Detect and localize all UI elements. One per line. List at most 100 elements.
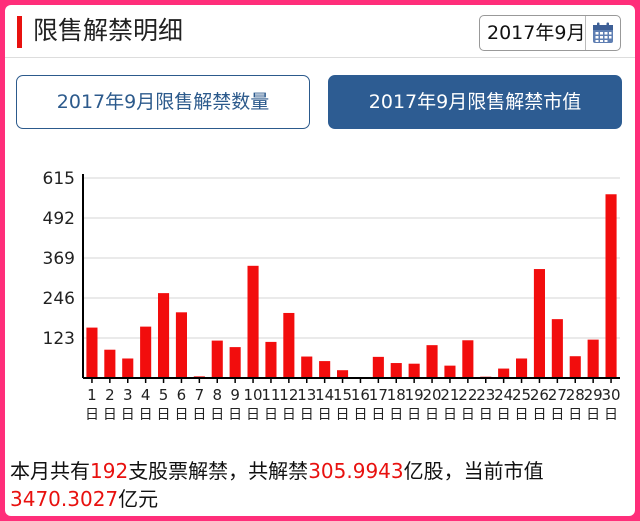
- x-tick-suffix: 日: [282, 407, 296, 423]
- x-tick-label: 23: [476, 386, 495, 404]
- bar: [551, 319, 563, 378]
- bar: [372, 356, 384, 378]
- x-tick-label: 30: [602, 386, 621, 404]
- title-accent-bar: [17, 16, 22, 48]
- x-tick-suffix: 日: [353, 407, 367, 423]
- x-tick-label: 15: [333, 386, 352, 404]
- summary-text-3: 亿股，当前市值: [403, 459, 544, 483]
- summary-text-4: 亿元: [118, 487, 159, 511]
- bar: [158, 293, 170, 378]
- bar: [211, 340, 223, 378]
- x-tick-label: 17: [369, 386, 388, 404]
- x-tick-label: 1: [87, 386, 97, 404]
- x-tick-suffix: 日: [139, 407, 153, 423]
- y-tick-label: 123: [43, 329, 75, 349]
- x-tick-suffix: 日: [604, 407, 618, 423]
- x-tick-label: 4: [141, 386, 151, 404]
- x-tick-label: 14: [315, 386, 334, 404]
- x-tick-label: 20: [423, 386, 442, 404]
- x-tick-suffix: 日: [121, 407, 135, 423]
- bar: [86, 327, 98, 378]
- bar: [426, 345, 438, 378]
- x-tick-suffix: 日: [479, 407, 493, 423]
- bar: [462, 340, 474, 378]
- x-tick-suffix: 日: [425, 407, 439, 423]
- x-tick-suffix: 日: [103, 407, 117, 423]
- x-tick-label: 16: [351, 386, 370, 404]
- x-tick-suffix: 日: [85, 407, 99, 423]
- summary-market-value: 3470.3027: [10, 487, 119, 511]
- bar: [283, 312, 295, 378]
- x-tick-label: 13: [297, 386, 316, 404]
- x-tick-label: 27: [548, 386, 567, 404]
- summary-stock-count: 192: [90, 459, 129, 483]
- x-tick-suffix: 日: [371, 407, 385, 423]
- y-tick-label: 615: [43, 169, 75, 189]
- bar: [533, 269, 545, 378]
- summary-text-1: 本月共有: [10, 459, 90, 483]
- x-tick-suffix: 日: [497, 407, 511, 423]
- month-picker[interactable]: 2017年9月: [479, 15, 621, 51]
- x-tick-suffix: 日: [264, 407, 278, 423]
- x-tick-suffix: 日: [515, 407, 529, 423]
- page-card: 限售解禁明细 2017年9月 2017年9月限售解禁数量 2017年9月限售解: [5, 5, 635, 516]
- bar: [175, 312, 187, 378]
- x-tick-suffix: 日: [407, 407, 421, 423]
- x-tick-suffix: 日: [246, 407, 260, 423]
- x-tick-label: 5: [159, 386, 169, 404]
- x-tick-suffix: 日: [336, 407, 350, 423]
- x-tick-label: 11: [261, 386, 280, 404]
- y-tick-label: 369: [43, 249, 75, 269]
- x-tick-label: 10: [244, 386, 263, 404]
- monthly-summary: 本月共有192支股票解禁，共解禁305.9943亿股，当前市值 3470.3027…: [10, 457, 590, 513]
- bar: [498, 368, 510, 378]
- summary-share-total: 305.9943: [308, 459, 404, 483]
- bar: [140, 326, 152, 378]
- x-tick-label: 2: [105, 386, 115, 404]
- x-tick-suffix: 日: [192, 407, 206, 423]
- page-title: 限售解禁明细: [33, 16, 184, 45]
- calendar-icon[interactable]: [585, 16, 620, 50]
- header: 限售解禁明细 2017年9月: [5, 5, 635, 58]
- x-tick-label: 24: [494, 386, 513, 404]
- x-tick-suffix: 日: [174, 407, 188, 423]
- x-tick-label: 21: [440, 386, 459, 404]
- x-tick-label: 28: [566, 386, 585, 404]
- x-tick-label: 12: [279, 386, 298, 404]
- x-tick-label: 6: [177, 386, 187, 404]
- x-tick-label: 26: [530, 386, 549, 404]
- x-tick-label: 25: [512, 386, 531, 404]
- x-tick-label: 8: [212, 386, 222, 404]
- x-tick-suffix: 日: [550, 407, 564, 423]
- x-tick-label: 19: [405, 386, 424, 404]
- x-tick-suffix: 日: [461, 407, 475, 423]
- x-tick-label: 3: [123, 386, 133, 404]
- tab-unlock-quantity[interactable]: 2017年9月限售解禁数量: [16, 75, 310, 129]
- bar: [587, 339, 599, 378]
- bar: [301, 356, 313, 378]
- bar: [104, 349, 116, 378]
- bar: [605, 194, 617, 378]
- x-tick-suffix: 日: [318, 407, 332, 423]
- x-tick-label: 18: [387, 386, 406, 404]
- x-tick-suffix: 日: [443, 407, 457, 423]
- bar: [516, 358, 528, 378]
- y-tick-label: 492: [43, 209, 75, 229]
- bar: [247, 265, 259, 378]
- x-tick-label: 9: [230, 386, 240, 404]
- tab-unlock-market-value[interactable]: 2017年9月限售解禁市值: [328, 75, 622, 129]
- x-tick-suffix: 日: [568, 407, 582, 423]
- x-tick-label: 22: [458, 386, 477, 404]
- x-tick-label: 7: [195, 386, 205, 404]
- summary-text-2: 支股票解禁，共解禁: [128, 459, 309, 483]
- bar: [122, 358, 134, 378]
- x-tick-suffix: 日: [532, 407, 546, 423]
- bar: [408, 363, 420, 378]
- bar: [337, 370, 349, 378]
- x-tick-suffix: 日: [586, 407, 600, 423]
- y-tick-label: 246: [43, 289, 75, 309]
- x-tick-suffix: 日: [228, 407, 242, 423]
- bar: [319, 361, 331, 378]
- bar: [229, 347, 241, 378]
- bar: [444, 365, 456, 378]
